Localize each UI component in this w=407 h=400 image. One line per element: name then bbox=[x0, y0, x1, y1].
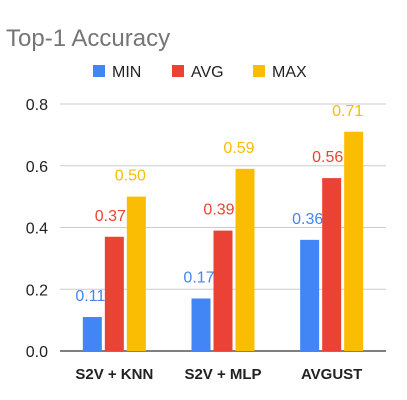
bars bbox=[82, 131, 364, 351]
chart-title: Top-1 Accuracy bbox=[6, 25, 170, 52]
data-label-avg: 0.39 bbox=[203, 202, 234, 219]
data-label-max: 0.71 bbox=[332, 103, 363, 120]
data-label-max: 0.50 bbox=[115, 168, 146, 185]
data-label-avg: 0.37 bbox=[95, 208, 126, 225]
category-label: AVGUST bbox=[301, 366, 362, 383]
y-tick-label: 0.2 bbox=[26, 282, 48, 299]
data-labels: 0.11 0.37 0.50 0.17 0.39 0.59 0.36 0.56 0.71 bbox=[75, 103, 363, 305]
bar-avg bbox=[104, 236, 124, 351]
bar-max bbox=[126, 196, 146, 351]
y-tick-label: 0.0 bbox=[26, 344, 48, 361]
bar-avg bbox=[322, 178, 342, 351]
bar-max bbox=[344, 131, 364, 351]
category-labels: S2V + KNN S2V + MLP AVGUST bbox=[75, 366, 362, 383]
y-tick-label: 0.6 bbox=[26, 159, 48, 176]
data-label-min: 0.11 bbox=[75, 288, 105, 305]
legend-label-max: MAX bbox=[272, 64, 307, 81]
bar-avg bbox=[213, 230, 233, 351]
y-tick-label: 0.4 bbox=[26, 221, 48, 238]
legend-swatch-avg bbox=[172, 65, 184, 77]
category-label: S2V + MLP bbox=[184, 366, 261, 383]
data-label-min: 0.36 bbox=[292, 211, 323, 228]
legend-label-avg: AVG bbox=[191, 64, 224, 81]
bar-min bbox=[300, 239, 320, 351]
data-label-avg: 0.56 bbox=[312, 149, 343, 166]
data-label-min: 0.17 bbox=[183, 270, 214, 287]
data-label-max: 0.59 bbox=[223, 140, 254, 157]
legend-swatch-max bbox=[253, 65, 265, 77]
legend-swatch-min bbox=[93, 65, 105, 77]
legend: MIN AVG MAX bbox=[93, 64, 307, 81]
y-tick-label: 0.8 bbox=[26, 97, 48, 114]
legend-label-min: MIN bbox=[112, 64, 141, 81]
bar-min bbox=[191, 298, 211, 351]
bar-max bbox=[235, 168, 255, 351]
bar-min bbox=[82, 317, 102, 351]
category-label: S2V + KNN bbox=[75, 366, 153, 383]
y-axis-ticks: 0.0 0.2 0.4 0.6 0.8 bbox=[26, 97, 48, 361]
